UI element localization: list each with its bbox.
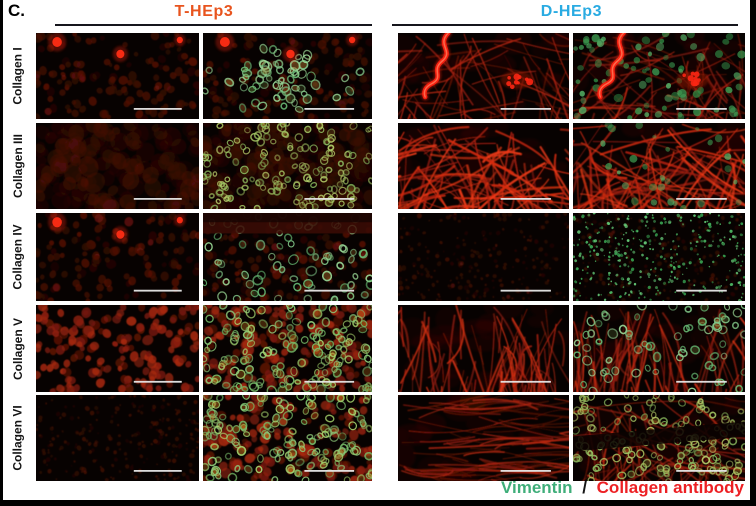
header-underline-t-hep3 bbox=[55, 24, 372, 26]
micrograph-d-hep3-collagen-iii-collagen bbox=[398, 123, 569, 209]
scale-bar bbox=[304, 380, 355, 383]
row-label-text: Collagen I bbox=[11, 47, 25, 105]
scale-bar bbox=[304, 289, 355, 292]
scale-bar bbox=[304, 198, 355, 200]
micrograph-image bbox=[398, 305, 569, 392]
scale-bar bbox=[500, 198, 551, 200]
micrograph-t-hep3-collagen-v-merge bbox=[203, 305, 372, 392]
micrograph-t-hep3-collagen-iv-merge bbox=[203, 213, 372, 301]
micrograph-image bbox=[203, 213, 372, 301]
micrograph-t-hep3-collagen-iii-merge bbox=[203, 123, 372, 209]
micrograph-image bbox=[573, 123, 745, 209]
scale-bar bbox=[133, 470, 182, 472]
scale-bar bbox=[500, 108, 551, 110]
micrograph-t-hep3-collagen-vi-merge bbox=[203, 395, 372, 481]
scale-bar bbox=[133, 108, 182, 110]
micrograph-t-hep3-collagen-iii-collagen bbox=[36, 123, 199, 209]
scale-bar bbox=[676, 289, 727, 292]
scale-bar bbox=[500, 289, 551, 292]
micrograph-image bbox=[36, 395, 199, 481]
micrograph-image bbox=[203, 123, 372, 209]
frame-border-right bbox=[750, 0, 756, 506]
row-label-text: Collagen III bbox=[11, 133, 26, 199]
scale-bar bbox=[676, 470, 727, 472]
micrograph-d-hep3-collagen-v-collagen bbox=[398, 305, 569, 392]
micrograph-image bbox=[36, 123, 199, 209]
micrograph-image bbox=[36, 213, 199, 301]
scale-bar bbox=[676, 380, 727, 383]
micrograph-t-hep3-collagen-i-collagen bbox=[36, 33, 199, 119]
micrograph-t-hep3-collagen-vi-collagen bbox=[36, 395, 199, 481]
scale-bar bbox=[676, 108, 727, 110]
row-label-text: Collagen V bbox=[11, 317, 26, 380]
row-label-text: Collagen IV bbox=[11, 224, 25, 290]
stain-legend: Vimentin / Collagen antibody bbox=[501, 478, 744, 498]
micrograph-image bbox=[203, 395, 372, 481]
micrograph-d-hep3-collagen-iv-merge bbox=[573, 213, 745, 301]
micrograph-image bbox=[203, 33, 372, 119]
scale-bar bbox=[133, 380, 182, 383]
micrograph-d-hep3-collagen-v-merge bbox=[573, 305, 745, 392]
micrograph-image bbox=[36, 305, 199, 392]
row-label-collagen-vi: Collagen VI bbox=[3, 395, 33, 481]
micrograph-d-hep3-collagen-iv-collagen bbox=[398, 213, 569, 301]
micrograph-d-hep3-collagen-i-collagen bbox=[398, 33, 569, 119]
micrograph-image bbox=[398, 33, 569, 119]
row-label-collagen-iii: Collagen III bbox=[3, 123, 33, 209]
micrograph-image bbox=[573, 395, 745, 481]
group-header-d-hep3: D-HEp3 bbox=[540, 3, 603, 20]
micrograph-t-hep3-collagen-iv-collagen bbox=[36, 213, 199, 301]
legend-collagen-antibody: Collagen antibody bbox=[596, 478, 744, 497]
micrograph-t-hep3-collagen-i-merge bbox=[203, 33, 372, 119]
frame-border-bottom bbox=[0, 500, 756, 506]
micrograph-t-hep3-collagen-v-collagen bbox=[36, 305, 199, 392]
row-label-collagen-v: Collagen V bbox=[3, 305, 33, 392]
scale-bar bbox=[133, 289, 182, 292]
legend-separator: / bbox=[582, 478, 587, 497]
micrograph-image bbox=[573, 213, 745, 301]
legend-vimentin: Vimentin bbox=[500, 478, 573, 497]
panel-label: C. bbox=[8, 1, 25, 20]
micrograph-image bbox=[398, 395, 569, 481]
header-underline-d-hep3 bbox=[392, 24, 738, 26]
row-label-collagen-iv: Collagen IV bbox=[3, 213, 33, 301]
micrograph-d-hep3-collagen-i-merge bbox=[573, 33, 745, 119]
micrograph-d-hep3-collagen-vi-collagen bbox=[398, 395, 569, 481]
frame-border-left bbox=[0, 0, 3, 506]
row-label-collagen-i: Collagen I bbox=[3, 33, 33, 119]
micrograph-image bbox=[36, 33, 199, 119]
micrograph-image bbox=[398, 213, 569, 301]
scale-bar bbox=[133, 198, 182, 200]
micrograph-image bbox=[398, 123, 569, 209]
scale-bar bbox=[304, 108, 355, 110]
scale-bar bbox=[500, 380, 551, 383]
row-label-text: Collagen VI bbox=[11, 405, 25, 471]
group-header-t-hep3: T-HEp3 bbox=[174, 3, 234, 20]
micrograph-image bbox=[573, 305, 745, 392]
scale-bar bbox=[500, 470, 551, 472]
micrograph-d-hep3-collagen-vi-merge bbox=[573, 395, 745, 481]
scale-bar bbox=[304, 470, 355, 472]
micrograph-d-hep3-collagen-iii-merge bbox=[573, 123, 745, 209]
micrograph-image bbox=[203, 305, 372, 392]
micrograph-image bbox=[573, 33, 745, 119]
scale-bar bbox=[676, 198, 727, 200]
